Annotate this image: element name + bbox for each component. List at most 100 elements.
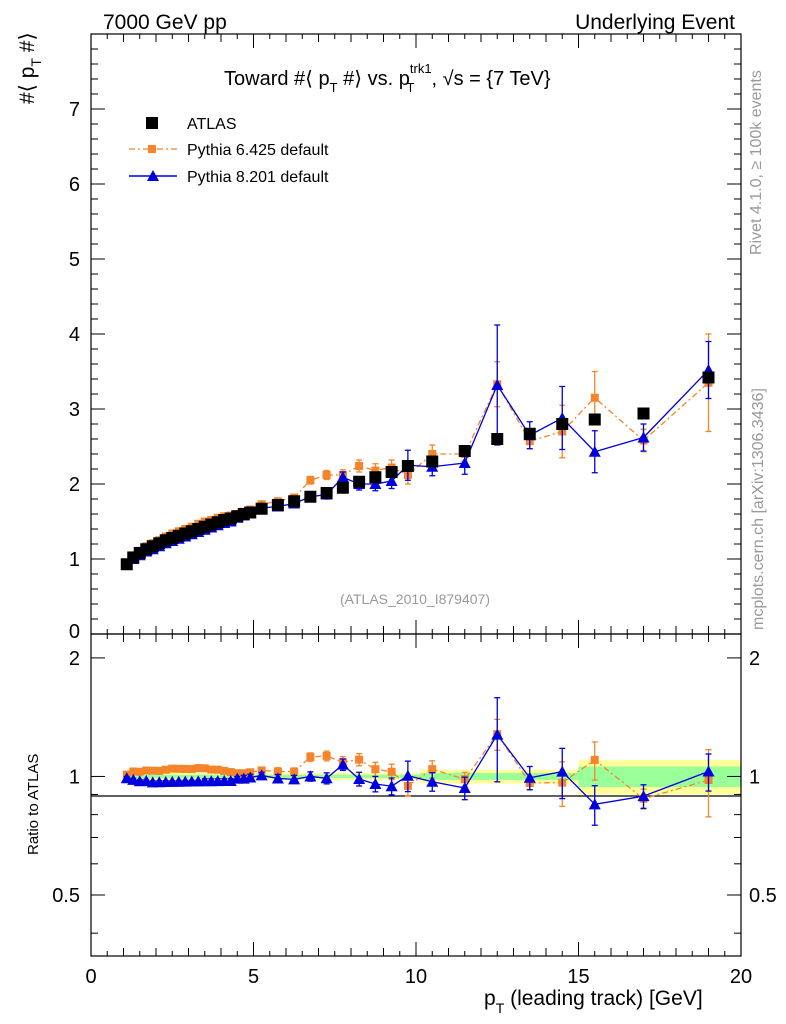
legend-marker-pythia6 — [148, 145, 156, 153]
pythia6-line — [126, 382, 709, 564]
pythia6-point — [322, 471, 331, 479]
ratio-pythia8-point — [353, 772, 366, 784]
ratio-pythia6-point — [273, 767, 282, 776]
atlas-point — [523, 427, 536, 440]
ratio-pythia8-point — [458, 782, 471, 794]
ratio-pythia6-point — [428, 765, 437, 774]
y-axis-label: #⟨ pT #⟩ — [16, 32, 44, 104]
atlas-point — [385, 466, 398, 478]
x-tick-label: 10 — [405, 966, 427, 988]
ratio-y-tick-label-right: 1 — [749, 766, 760, 788]
ratio-pythia8-point — [385, 780, 398, 792]
atlas-point — [320, 487, 333, 499]
mcplots-label: mcplots.cern.ch [arXiv:1306.3436] — [750, 388, 767, 630]
pythia8-point — [588, 445, 601, 457]
pythia6-point — [590, 393, 599, 402]
ratio-y-tick-label-left: 2 — [69, 648, 80, 670]
ratio-pythia8-point — [491, 728, 504, 740]
legend-label-pythia6: Pythia 6.425 default — [187, 142, 329, 159]
series-pythia8 — [120, 324, 715, 570]
pythia6-point — [428, 450, 437, 458]
ratio-pythia6-point — [371, 765, 380, 774]
x-tick-label: 20 — [730, 966, 752, 988]
atlas-point — [244, 506, 257, 519]
y-tick-label: 6 — [69, 174, 80, 196]
pythia8-point — [458, 457, 471, 468]
ratio-pythia6-point — [220, 766, 229, 775]
ratio-band-inner — [334, 774, 351, 779]
rivet-label: Rivet 4.1.0, ≥ 100k events — [748, 70, 765, 255]
ratio-pythia6-point — [387, 767, 396, 776]
atlas-point — [556, 418, 569, 430]
pythia8-point — [336, 471, 349, 483]
ratio-pythia6-point — [181, 764, 190, 773]
atlas-point — [288, 495, 301, 508]
ratio-pythia6-point — [355, 755, 364, 764]
atlas-point — [369, 471, 382, 484]
atlas-point — [637, 407, 650, 420]
pythia6-point — [306, 476, 315, 485]
y-tick-label: 3 — [69, 399, 80, 421]
atlas-point — [491, 433, 504, 445]
ratio-pythia8-point — [523, 771, 536, 783]
ratio-band-inner — [619, 766, 676, 788]
ratio-pythia8-point — [336, 758, 349, 770]
atlas-point — [458, 445, 471, 457]
ratio-y-tick-label-right: 0.5 — [749, 885, 777, 907]
legend-marker-atlas — [146, 117, 158, 129]
atlas-point — [401, 460, 414, 472]
series-atlas — [120, 371, 715, 571]
pythia8-point — [491, 379, 504, 390]
atlas-point — [336, 481, 349, 494]
ratio-pythia6-point — [226, 768, 235, 777]
legend-label-pythia8: Pythia 8.201 default — [187, 169, 329, 186]
ratio-band-inner — [420, 773, 449, 780]
ratio-pythia8-point — [556, 765, 569, 777]
ratio-pythia6-point — [290, 767, 299, 776]
ratio-pythia6-point — [200, 764, 209, 773]
ratio-pythia6-point — [135, 767, 144, 776]
x-tick-label: 0 — [85, 966, 96, 988]
atlas-point — [426, 455, 439, 468]
process-label: Underlying Event — [575, 11, 735, 34]
ratio-pythia6-point — [213, 765, 222, 774]
x-tick-label: 5 — [248, 966, 259, 988]
ratio-pythia8-point — [255, 769, 268, 781]
ratio-pythia8-point — [426, 775, 439, 787]
ratio-pythia6-point — [590, 755, 599, 764]
ratio-y-tick-label-left: 1 — [69, 766, 80, 788]
ratio-pythia6-point — [207, 765, 216, 774]
ratio-pythia6-point — [161, 765, 170, 774]
pythia8-line — [126, 369, 709, 566]
x-tick-label: 15 — [567, 966, 589, 988]
ratio-pythia6-point — [194, 764, 203, 773]
atlas-point — [353, 475, 366, 488]
ratio-band-inner — [578, 766, 620, 788]
ratio-pythia8-point — [588, 798, 601, 810]
ratio-pythia6-point — [174, 764, 183, 773]
ratio-pythia8-point — [369, 777, 382, 789]
y-tick-label: 2 — [69, 474, 80, 496]
y-tick-label: 0 — [69, 621, 80, 643]
pythia6-point — [371, 466, 380, 475]
ratio-pythia8-point — [637, 790, 650, 802]
y-tick-label: 1 — [69, 549, 80, 571]
ratio-pythia8 — [120, 697, 715, 826]
ratio-pythia6-point — [142, 766, 151, 775]
ratio-pythia8-point — [271, 772, 284, 784]
atlas-point — [255, 502, 268, 515]
atlas-point — [304, 490, 317, 503]
ratio-pythia6-point — [168, 764, 177, 773]
ratio-pythia8-point — [320, 772, 333, 784]
pythia8-point — [385, 475, 398, 486]
ratio-pythia8-point — [288, 773, 301, 785]
legend-marker-pythia8 — [147, 170, 159, 181]
ratio-y-tick-label-left: 0.5 — [52, 885, 80, 907]
pythia8-point — [637, 431, 650, 443]
atlas-point — [702, 371, 715, 384]
y-tick-label: 5 — [69, 249, 80, 271]
legend: ATLAS Pythia 6.425 default Pythia 8.201 … — [129, 116, 329, 186]
ratio-pythia6-point — [187, 765, 196, 774]
